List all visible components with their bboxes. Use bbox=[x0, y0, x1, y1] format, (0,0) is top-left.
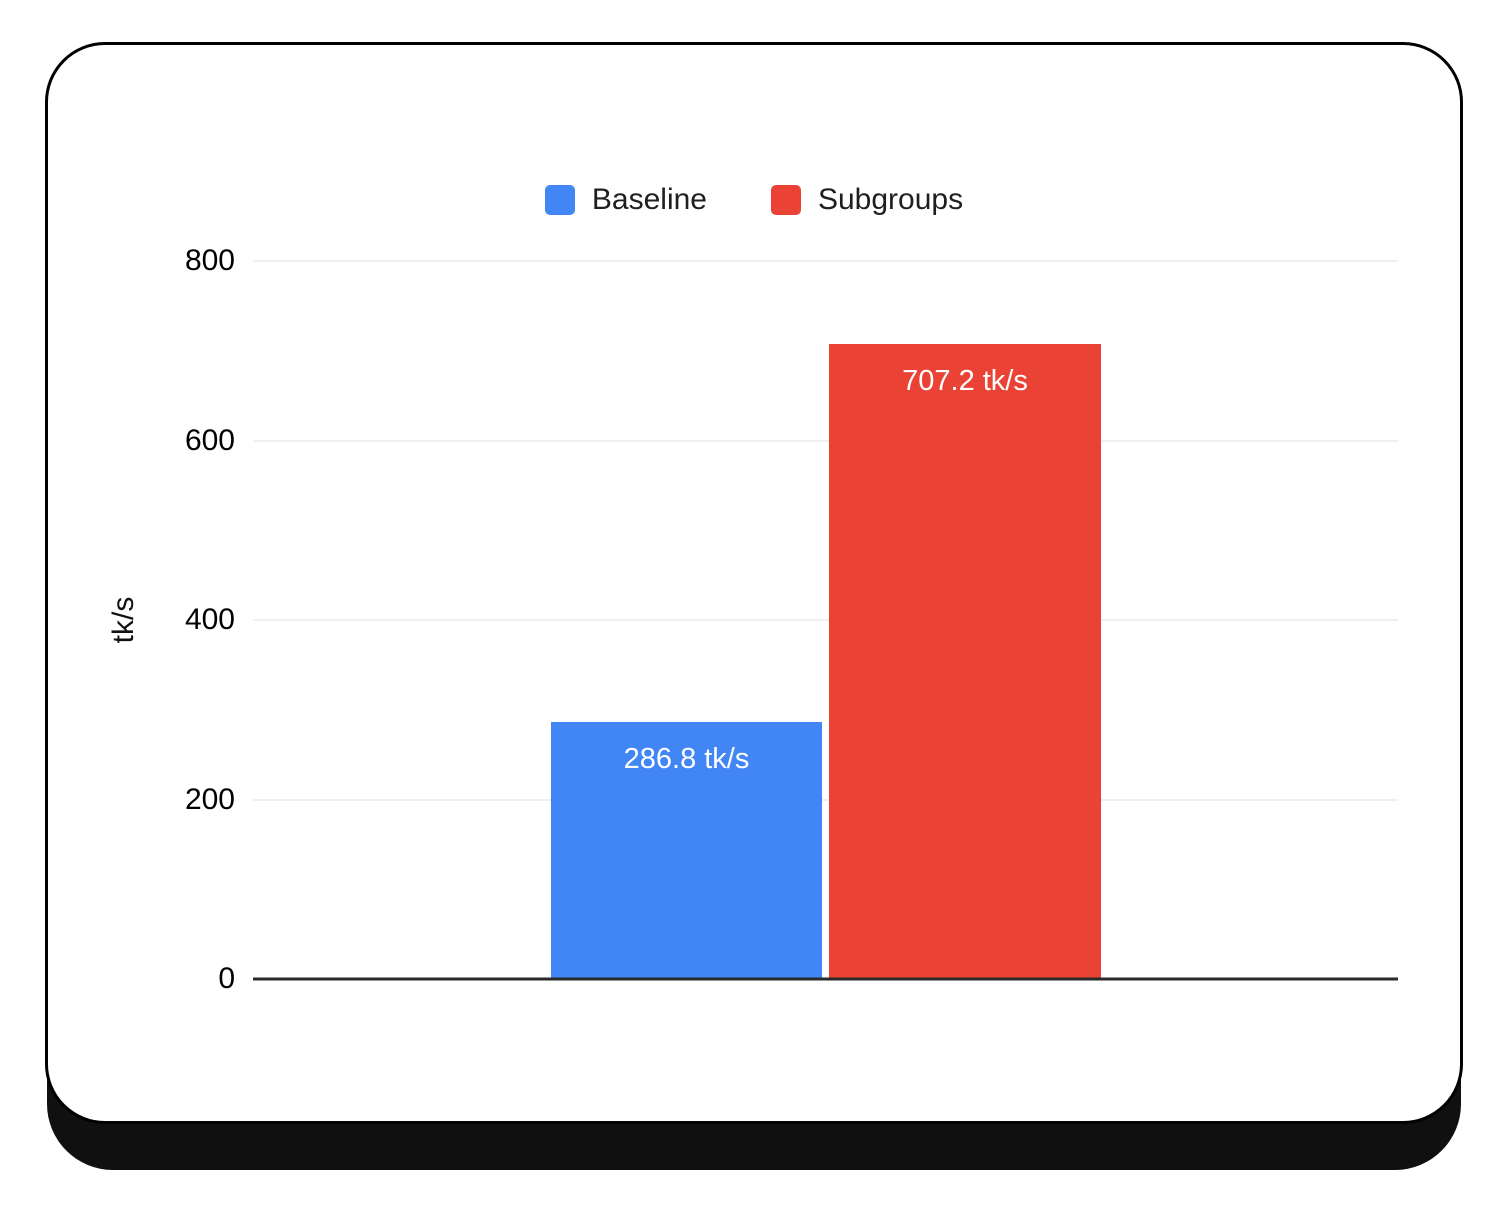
y-axis-title: tk/s bbox=[107, 596, 140, 644]
legend-label: Baseline bbox=[591, 183, 707, 216]
legend-label: Subgroups bbox=[817, 183, 964, 216]
legend-swatch bbox=[544, 185, 575, 215]
gridline bbox=[253, 619, 1398, 621]
y-tick-label: 600 bbox=[184, 423, 235, 457]
bar-value-label: 707.2 tk/s bbox=[902, 365, 1028, 398]
chart-card: Baseline Subgroups tk/s 286.8 tk/s 707.2… bbox=[45, 42, 1463, 1124]
y-tick-label: 0 bbox=[218, 962, 235, 995]
y-tick-label: 400 bbox=[184, 603, 235, 636]
chart-legend: Baseline Subgroups bbox=[48, 183, 1460, 217]
plot-area: 286.8 tk/s 707.2 tk/s 0 200 400 600 800 bbox=[185, 246, 1398, 994]
bar-value-label: 286.8 tk/s bbox=[623, 742, 750, 775]
y-tick-label: 200 bbox=[184, 782, 235, 816]
gridline bbox=[253, 799, 1398, 800]
y-tick-label: 800 bbox=[184, 244, 235, 277]
legend-item-baseline: Baseline bbox=[544, 183, 707, 217]
x-axis-baseline bbox=[253, 977, 1398, 981]
gridline bbox=[253, 260, 1398, 262]
bar-subgroups: 707.2 tk/s bbox=[829, 344, 1101, 979]
bar-baseline: 286.8 tk/s bbox=[551, 721, 822, 979]
legend-item-subgroups: Subgroups bbox=[770, 183, 964, 217]
legend-swatch bbox=[770, 185, 801, 215]
gridline bbox=[253, 440, 1398, 441]
